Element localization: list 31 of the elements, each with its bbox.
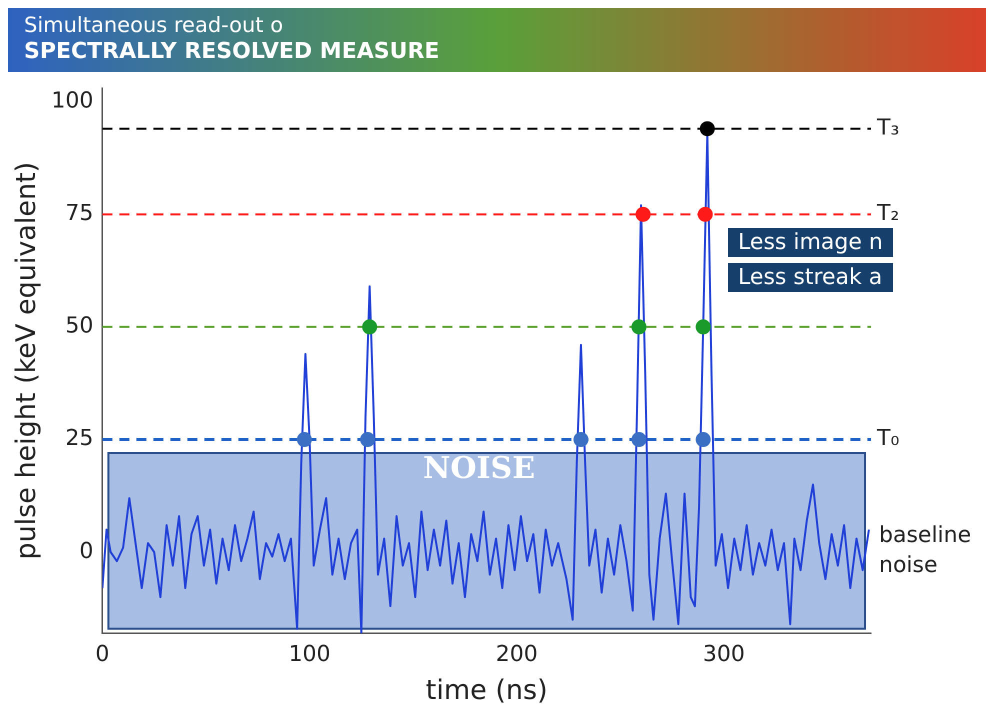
point — [696, 319, 711, 334]
point — [631, 319, 646, 334]
ref-line-label: T₂ — [876, 201, 900, 226]
y-tick-label: 75 — [65, 201, 94, 226]
band-label: NOISE — [422, 450, 536, 486]
point — [636, 206, 651, 222]
text: baseline noise — [879, 522, 972, 578]
x-tick-label: 0 — [95, 642, 110, 668]
y-tick-label: 100 — [51, 88, 94, 114]
ref-line-label: T₃ — [876, 115, 900, 140]
x-axis-title: time (ns) — [426, 674, 548, 706]
y-tick-label: 0 — [79, 538, 94, 564]
x-tick-label: 300 — [702, 642, 745, 668]
point — [296, 432, 312, 448]
point — [360, 432, 376, 448]
point — [698, 206, 713, 222]
text: Simultaneous read-out o — [24, 12, 284, 38]
annotation: Less image n — [728, 228, 893, 257]
point — [631, 432, 646, 448]
y-tick-label: 25 — [65, 426, 94, 452]
point — [700, 121, 715, 136]
x-tick-label: 100 — [288, 642, 331, 668]
annotation: Less streak a — [728, 262, 893, 292]
y-axis-title: pulse height (keV equivalent) — [11, 162, 42, 560]
ref-line-label: T₀ — [876, 426, 900, 452]
x-tick-label: 200 — [496, 642, 538, 668]
point — [362, 319, 378, 334]
text: SPECTRALLY RESOLVED MEASURE — [24, 38, 440, 66]
point — [573, 432, 588, 448]
y-tick-label: 50 — [65, 314, 94, 339]
point — [696, 432, 711, 448]
